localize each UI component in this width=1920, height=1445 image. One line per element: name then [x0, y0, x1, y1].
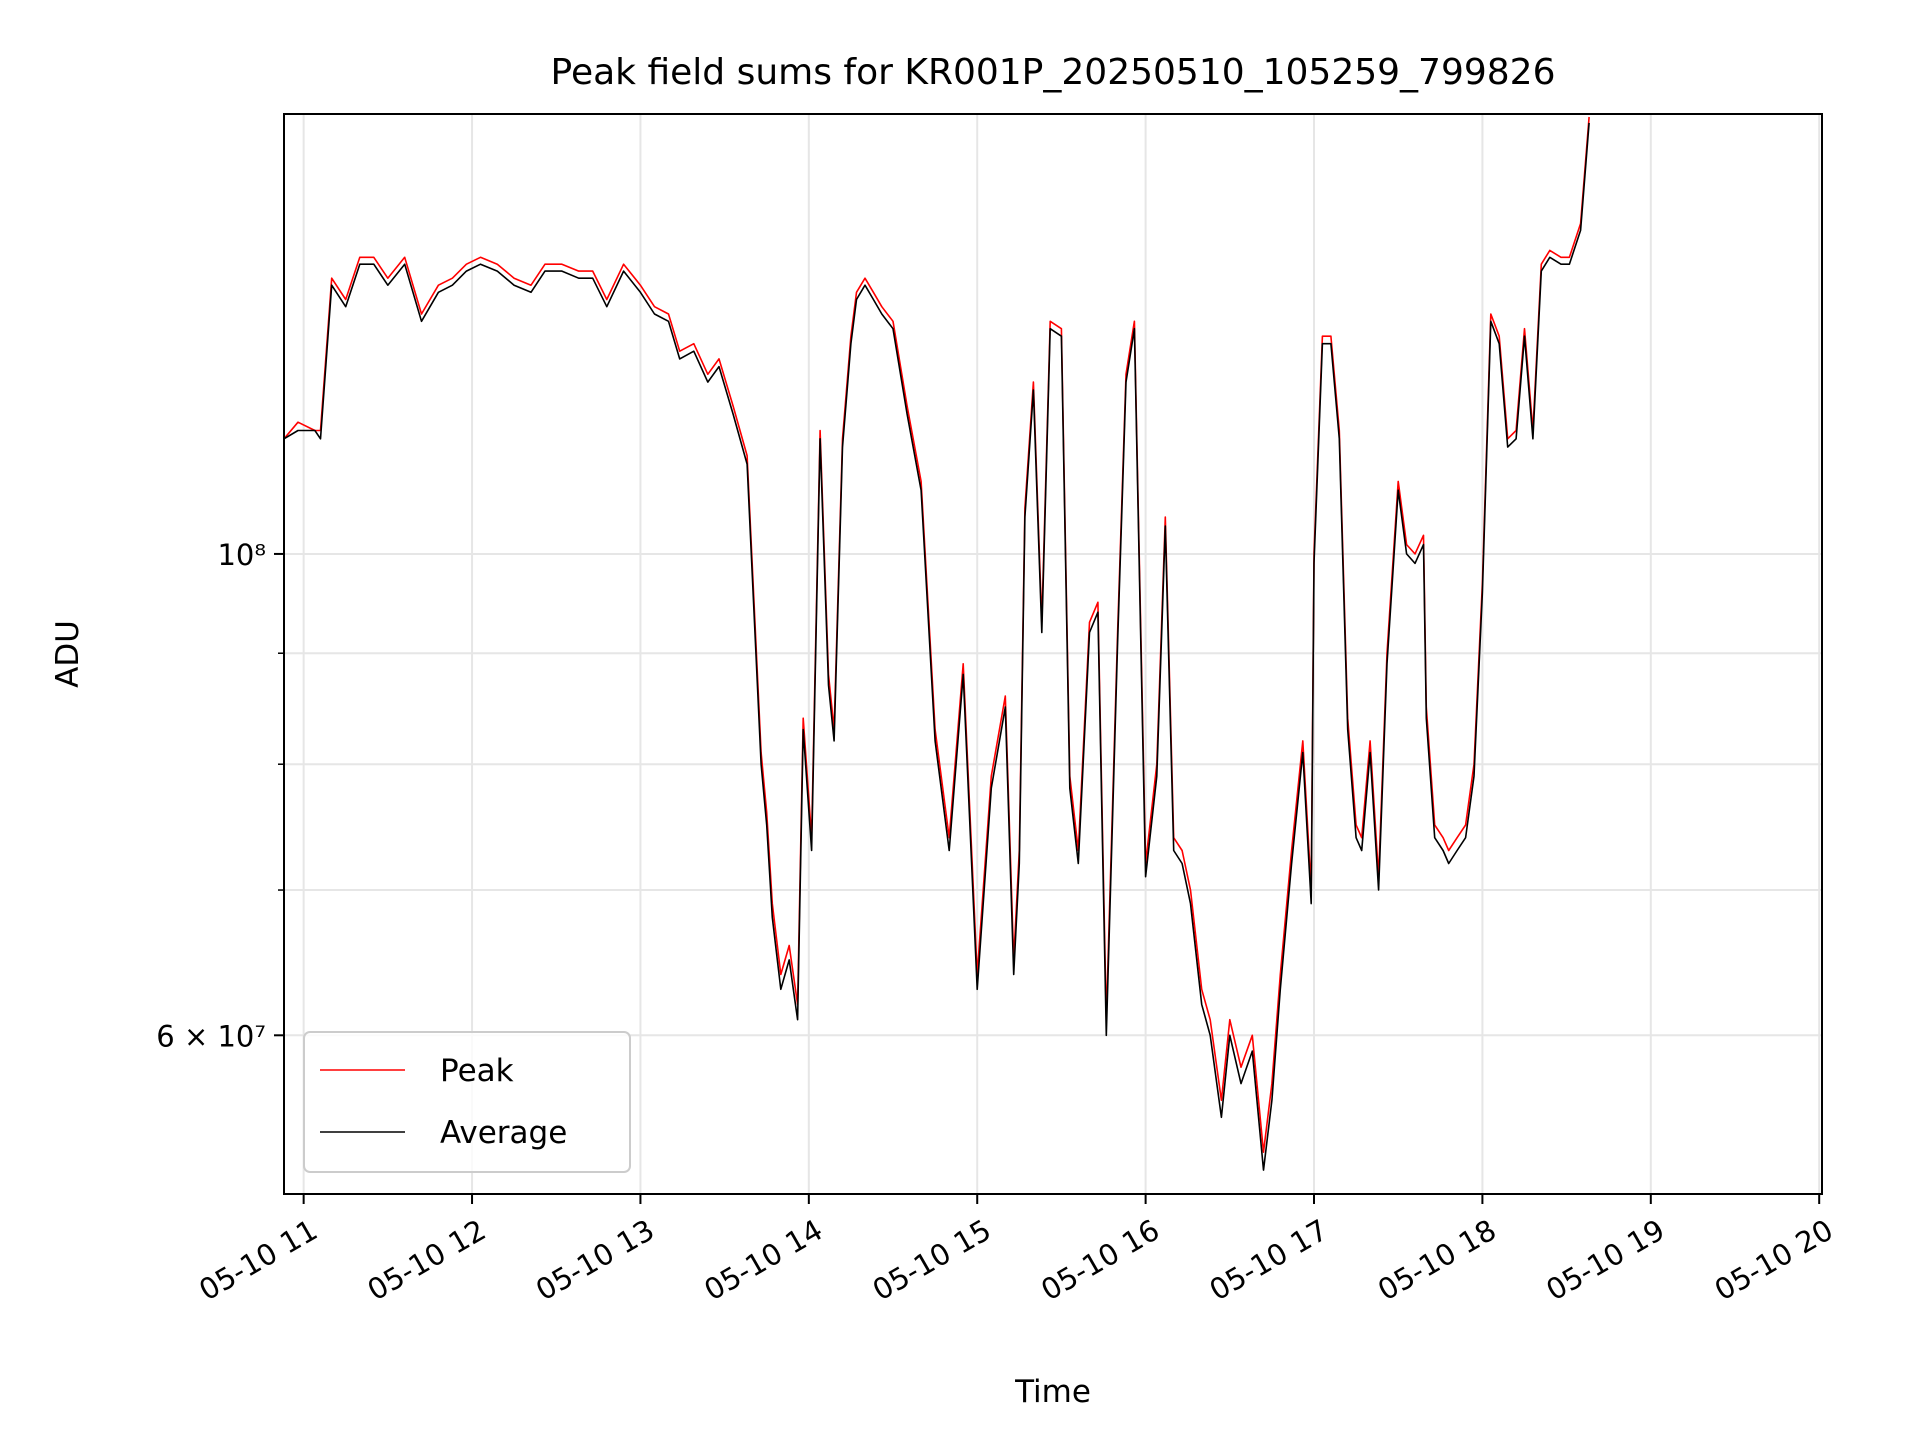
- chart-title: Peak field sums for KR001P_20250510_1052…: [551, 52, 1556, 93]
- x-axis-title: Time: [1014, 1374, 1091, 1410]
- grid: [284, 114, 1822, 1194]
- y-tick-label: 10⁸: [217, 538, 266, 572]
- y-axis-title: ADU: [50, 620, 86, 688]
- legend-box: [303, 1031, 631, 1173]
- legend-label-peak: Peak: [440, 1053, 514, 1089]
- y-tick-label: 6 × 10⁷: [156, 1019, 266, 1053]
- y-axis: 6 × 10⁷ 10⁸: [156, 538, 284, 1053]
- legend: Peak Average: [303, 1031, 631, 1173]
- series-line-average: [283, 122, 1590, 1171]
- series-lines: [283, 116, 1590, 1171]
- legend-label-average: Average: [440, 1115, 567, 1151]
- plot-area-frame: [283, 113, 1823, 1195]
